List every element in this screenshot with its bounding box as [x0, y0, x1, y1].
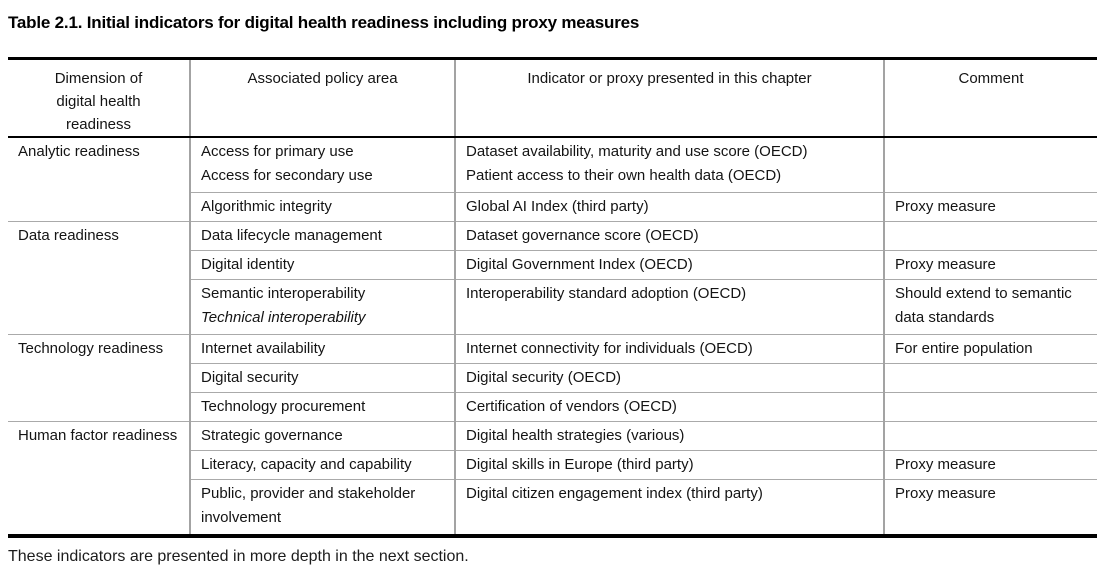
comment-cell [883, 421, 1097, 451]
comment-cell [883, 392, 1097, 422]
table-row: Technology readiness Internet availabili… [8, 334, 1097, 422]
policy-cell: Internet availability [189, 334, 455, 364]
comment-cell [883, 137, 1097, 193]
policy-line: Access for secondary use [201, 167, 373, 184]
table-row: Literacy, capacity and capability Digita… [8, 450, 1097, 480]
dimension-cell: Human factor readiness [8, 421, 190, 536]
comment-cell: Proxy measure [883, 479, 1097, 536]
comment-cell: Should extend to semantic data standards [883, 279, 1097, 335]
table-title: Table 2.1. Initial indicators for digita… [8, 13, 640, 32]
policy-cell: Semantic interoperability Technical inte… [189, 279, 455, 335]
table-row: Human factor readiness Strategic governa… [8, 421, 1097, 536]
indicator-cell: Dataset availability, maturity and use s… [454, 137, 884, 193]
policy-cell: Technology procurement [189, 392, 455, 422]
col-header-dimension: Dimension of digital health readiness [8, 58, 190, 138]
table-row: Technology procurement Certification of … [8, 392, 1097, 422]
col-header-policy-area: Associated policy area [189, 58, 455, 138]
col-header-indicator: Indicator or proxy presented in this cha… [454, 58, 884, 138]
indicator-cell: Interoperability standard adoption (OECD… [454, 279, 884, 335]
policy-line-italic: Technical interoperability [201, 309, 366, 326]
policy-cell: Data lifecycle management [189, 221, 455, 251]
indicator-line: Dataset availability, maturity and use s… [466, 143, 808, 160]
policy-cell: Digital security [189, 363, 455, 393]
table-row: Data readiness Data lifecycle management… [8, 221, 1097, 335]
comment-cell: For entire population [883, 334, 1097, 364]
table-row: Digital security Digital security (OECD) [8, 363, 1097, 393]
comment-cell: Proxy measure [883, 250, 1097, 280]
policy-line: Access for primary use [201, 143, 354, 160]
dimension-cell: Data readiness [8, 221, 190, 335]
indicator-cell: Digital skills in Europe (third party) [454, 450, 884, 480]
table-row: Digital identity Digital Government Inde… [8, 250, 1097, 280]
indicator-cell: Dataset governance score (OECD) [454, 221, 884, 251]
indicator-cell: Global AI Index (third party) [454, 192, 884, 222]
dimension-cell: Technology readiness [8, 334, 190, 422]
policy-cell: Digital identity [189, 250, 455, 280]
indicator-cell: Digital health strategies (various) [454, 421, 884, 451]
comment-cell: Proxy measure [883, 450, 1097, 480]
indicator-cell: Digital security (OECD) [454, 363, 884, 393]
comment-cell: Proxy measure [883, 192, 1097, 222]
policy-cell: Access for primary use Access for second… [189, 137, 455, 193]
comment-cell [883, 363, 1097, 393]
table-row: Semantic interoperability Technical inte… [8, 279, 1097, 335]
policy-cell: Public, provider and stakeholder involve… [189, 479, 455, 536]
indicator-cell: Digital citizen engagement index (third … [454, 479, 884, 536]
policy-cell: Strategic governance [189, 421, 455, 451]
policy-cell: Literacy, capacity and capability [189, 450, 455, 480]
indicators-table: Dimension of digital health readiness As… [8, 57, 1097, 538]
indicator-line: Patient access to their own health data … [466, 167, 782, 184]
table-row: Public, provider and stakeholder involve… [8, 479, 1097, 536]
note-text: These indicators are presented in more d… [8, 548, 469, 565]
dimension-cell: Analytic readiness [18, 143, 140, 160]
col-header-comment: Comment [883, 58, 1097, 138]
table-row: Algorithmic integrity Global AI Index (t… [8, 192, 1097, 222]
table-row: Analytic readiness Access for primary us… [8, 137, 1097, 193]
indicator-cell: Internet connectivity for individuals (O… [454, 334, 884, 364]
indicator-cell: Certification of vendors (OECD) [454, 392, 884, 422]
indicator-cell: Digital Government Index (OECD) [454, 250, 884, 280]
policy-cell: Algorithmic integrity [189, 192, 455, 222]
header-row: Dimension of digital health readiness As… [8, 58, 1097, 138]
policy-line: Semantic interoperability [201, 285, 366, 302]
comment-cell [883, 221, 1097, 251]
